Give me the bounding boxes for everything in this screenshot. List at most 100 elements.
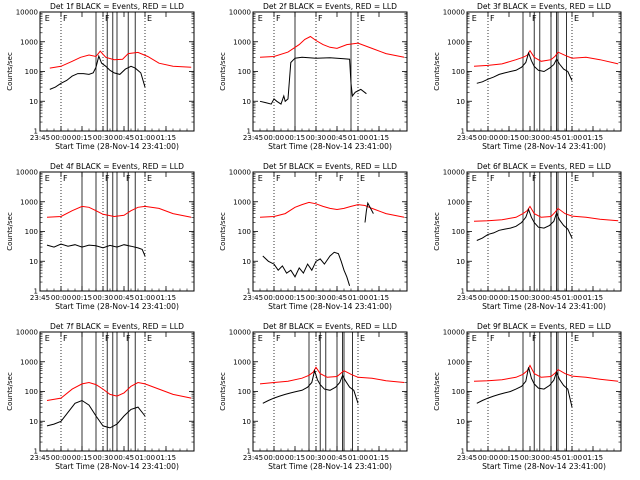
x-tick-label: 01:15 [156,454,176,462]
x-axis-label: Start Time (28-Nov-14 23:41:00) [482,462,606,471]
y-tick-label: 1 [461,448,465,456]
series-group [473,49,619,84]
flag-label: F [126,174,131,183]
y-tick-label: 1 [34,448,38,456]
y-tick-label: 100 [25,68,38,76]
x-axis-label: Start Time (28-Nov-14 23:41:00) [55,142,179,151]
x-tick-label: 00:15 [499,294,519,302]
flag-label: F [490,14,495,23]
x-tick-label: 00:00 [51,134,71,142]
flag-label: F [490,174,495,183]
x-tick-label: 00:15 [499,134,519,142]
events-series-line [364,201,374,223]
y-axis-label: Counts/sec [6,212,14,251]
lld-series-line [49,50,192,69]
panel-title: Det 2f BLACK = Events, RED = LLD [263,2,397,11]
x-tick-label: 00:15 [285,134,305,142]
flag-label: E [360,334,365,343]
events-series-line [476,367,573,408]
x-tick-label: 00:45 [541,454,561,462]
x-axis-label: Start Time (28-Nov-14 23:41:00) [482,142,606,151]
panel-title: Det 3f BLACK = Events, RED = LLD [477,2,611,11]
x-tick-label: 00:30 [306,454,326,462]
x-tick-label: 00:00 [264,134,284,142]
x-tick-label: 01:00 [348,454,368,462]
y-tick-label: 10000 [16,169,38,177]
y-tick-label: 100 [238,388,251,396]
series-group [259,201,405,286]
flag-label: F [276,14,281,23]
series-group [46,205,192,257]
y-tick-label: 10 [29,258,38,266]
flag-label: F [532,334,537,343]
y-axis-label: Counts/sec [219,212,227,251]
events-series-line [476,208,573,241]
plot-frame [466,171,622,292]
events-series-line [476,51,573,84]
y-tick-label: 10 [242,258,251,266]
x-tick-label: 01:15 [369,294,389,302]
y-axis-label: Counts/sec [6,52,14,91]
x-tick-label: 01:00 [135,134,155,142]
flag-label: E [574,14,579,23]
flag-label: F [105,14,110,23]
flag-label: E [574,174,579,183]
y-tick-label: 10000 [443,9,465,17]
flag-label: E [45,174,50,183]
x-tick-label: 00:30 [520,134,540,142]
y-tick-label: 1000 [233,198,251,206]
lld-series-line [473,49,619,67]
x-tick-label: 23:45 [243,294,263,302]
x-tick-label: 00:45 [114,134,134,142]
series-group [49,50,192,90]
flag-label: F [105,334,110,343]
x-axis-label: Start Time (28-Nov-14 23:41:00) [268,302,392,311]
y-tick-label: 1000 [447,198,465,206]
y-tick-label: 10000 [229,169,251,177]
flag-label: E [45,14,50,23]
flag-label: E [472,334,477,343]
y-tick-label: 10000 [229,329,251,337]
panel-title: Det 6f BLACK = Events, RED = LLD [477,162,611,171]
flag-label: F [490,334,495,343]
panel-title: Det 5f BLACK = Events, RED = LLD [263,162,397,171]
y-tick-label: 1000 [20,198,38,206]
plot-frame [252,171,408,292]
lld-series-line [259,201,405,218]
panel-title: Det 8f BLACK = Events, RED = LLD [263,322,397,331]
y-tick-label: 1 [247,288,251,296]
x-tick-label: 23:45 [457,454,477,462]
y-tick-label: 10 [242,418,251,426]
y-tick-label: 1000 [447,38,465,46]
y-tick-label: 1 [34,288,38,296]
flag-label: E [472,14,477,23]
x-tick-label: 01:00 [135,294,155,302]
y-tick-label: 1000 [20,358,38,366]
y-tick-label: 10 [29,418,38,426]
lld-series-line [473,205,619,222]
x-tick-label: 01:00 [348,294,368,302]
panel-title: Det 1f BLACK = Events, RED = LLD [50,2,184,11]
flag-label: E [147,334,152,343]
y-tick-label: 10000 [16,329,38,337]
y-tick-label: 10 [242,98,251,106]
flag-label: F [339,174,344,183]
y-tick-label: 100 [238,68,251,76]
x-tick-label: 00:45 [114,454,134,462]
lld-series-line [259,366,405,385]
plot-frame [466,331,622,452]
events-series-line [259,56,367,105]
events-series-line [46,399,146,429]
x-tick-label: 01:15 [156,134,176,142]
x-tick-label: 23:45 [243,134,263,142]
x-tick-label: 01:15 [156,294,176,302]
x-tick-label: 00:30 [520,294,540,302]
x-axis-label: Start Time (28-Nov-14 23:41:00) [268,462,392,471]
lld-series-line [46,381,192,401]
flag-label: F [532,174,537,183]
x-tick-label: 00:15 [285,454,305,462]
x-tick-label: 01:15 [583,294,603,302]
